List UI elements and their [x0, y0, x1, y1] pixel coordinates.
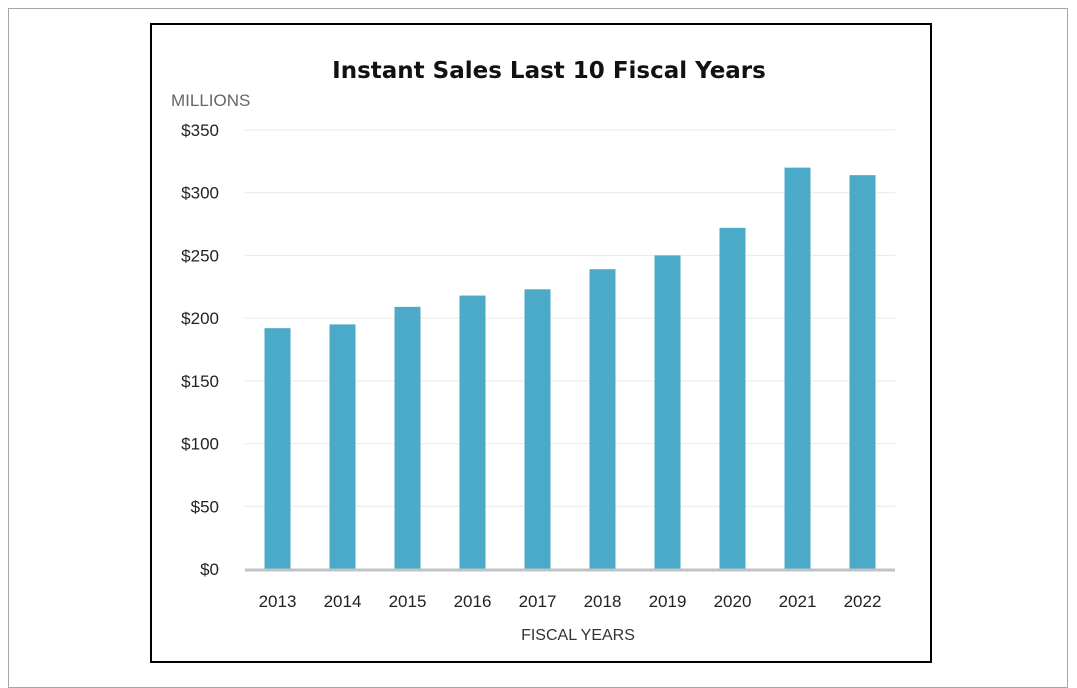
- bar-chart: Instant Sales Last 10 Fiscal Years MILLI…: [171, 58, 895, 644]
- x-tick-label: 2017: [519, 592, 557, 611]
- x-tick-label: 2018: [584, 592, 622, 611]
- chart-title: Instant Sales Last 10 Fiscal Years: [332, 58, 766, 84]
- x-tick-label: 2022: [844, 592, 882, 611]
- bars: [264, 167, 876, 569]
- bar-2014: [329, 324, 356, 569]
- y-tick-label: $0: [200, 560, 219, 579]
- bar-2013: [264, 328, 291, 569]
- x-tick-label: 2020: [714, 592, 752, 611]
- y-axis-ticks: $0 $50 $100 $150 $200 $250 $300 $350: [181, 121, 219, 579]
- x-axis-label: FISCAL YEARS: [521, 627, 635, 644]
- y-tick-label: $200: [181, 309, 219, 328]
- y-tick-label: $50: [191, 497, 219, 516]
- y-tick-label: $300: [181, 184, 219, 203]
- x-tick-label: 2019: [649, 592, 687, 611]
- x-tick-label: 2013: [259, 592, 297, 611]
- x-tick-label: 2015: [389, 592, 427, 611]
- y-tick-label: $250: [181, 246, 219, 265]
- bar-2020: [719, 227, 746, 569]
- bar-2015: [394, 306, 421, 569]
- bar-2021: [784, 167, 811, 569]
- x-tick-label: 2021: [779, 592, 817, 611]
- bar-2018: [589, 269, 616, 569]
- bar-2017: [524, 289, 551, 569]
- bar-2022: [849, 175, 876, 569]
- y-tick-label: $100: [181, 435, 219, 454]
- x-axis-ticks: 2013 2014 2015 2016 2017 2018 2019 2020 2021 2022: [259, 592, 882, 611]
- units-label: MILLIONS: [171, 91, 250, 110]
- bar-2016: [459, 295, 486, 569]
- bar-2019: [654, 255, 681, 569]
- x-tick-label: 2016: [454, 592, 492, 611]
- y-tick-label: $350: [181, 121, 219, 140]
- y-tick-label: $150: [181, 372, 219, 391]
- x-tick-label: 2014: [324, 592, 362, 611]
